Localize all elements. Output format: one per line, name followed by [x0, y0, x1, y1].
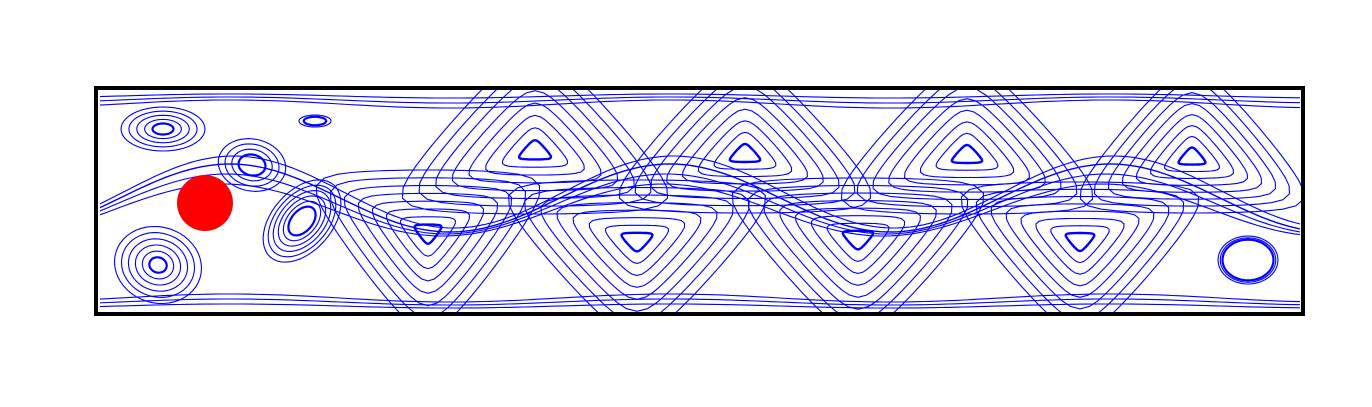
lower-vortex-4-loop-3 [1020, 210, 1140, 287]
upper-vortex-3-loop-4 [888, 98, 1046, 193]
lower-vortex-2-loop-6 [524, 186, 750, 314]
lower-vortex-5-loop-1 [1219, 237, 1277, 283]
upper-vortex-2-loop-2 [697, 120, 793, 178]
lower-vortex-2-loop-1 [604, 224, 670, 264]
lower-vortex-1-loop-5 [343, 185, 513, 307]
lower-vortex-4-loop-2 [1035, 217, 1125, 275]
upper-vortex-4-loop-2 [1150, 125, 1234, 179]
upper-vortex-1-loop-5 [435, 89, 635, 199]
upper-vortex-2-loop-3 [682, 108, 808, 185]
top-wall-line-1 [99, 93, 1301, 99]
lower-vortex-2-loop-0 [620, 231, 654, 253]
lower-vortex-5-loop-0 [1221, 238, 1275, 282]
upper-corner-vortex-loop-2 [136, 114, 190, 144]
bottom-wall-line-1 [99, 303, 1301, 309]
shed-vortex-loop-3 [272, 190, 332, 252]
lower-vortex-2-loop-3 [572, 209, 702, 288]
separatrix-2 [99, 173, 1301, 235]
upper-vortex-1-loop-7 [401, 89, 669, 215]
shed-vortex-loop-5 [262, 179, 342, 263]
lower-vortex-3-loop-7 [731, 177, 985, 314]
upper-vortex-4-loop-6 [1093, 89, 1291, 207]
lower-vortex-1-loop-1 [400, 216, 456, 257]
lower-vortex-4-loop-6 [975, 188, 1185, 314]
lower-vortex-4-loop-0 [1064, 231, 1096, 253]
upper-corner-vortex-loop-4 [120, 106, 206, 152]
lower-vortex-3-loop-1 [826, 222, 890, 262]
cylinder-upper-vortex-loop-3 [217, 138, 287, 192]
shed-vortex-loop-2 [277, 195, 327, 247]
lower-vortex-3-loop-6 [747, 184, 969, 314]
streamlines-group [99, 89, 1302, 314]
separatrix-1 [99, 163, 1301, 233]
upper-vortex-2-loop-5 [650, 89, 840, 199]
shed-vortex-loop-0 [287, 205, 317, 237]
lower-corner-vortex-loop-2 [134, 244, 182, 286]
separatrix-3 [99, 155, 1301, 229]
lower-vortex-1-loop-0 [413, 223, 443, 246]
lower-vortex-1-loop-2 [386, 208, 470, 270]
small-top-vortex-loop-0 [302, 115, 328, 127]
cylinder-upper-vortex-loop-2 [224, 143, 280, 187]
upper-vortex-3-loop-1 [935, 132, 999, 171]
bottom-wall-line-2 [99, 298, 1301, 306]
upper-vortex-4-loop-5 [1107, 92, 1277, 200]
lower-corner-vortex-loop-1 [141, 250, 175, 280]
upper-vortex-2-loop-4 [666, 97, 824, 192]
upper-vortex-1-loop-3 [468, 102, 602, 184]
lower-vortex-4-loop-4 [1005, 203, 1155, 298]
upper-vortex-3-loop-2 [919, 121, 1015, 179]
lower-vortex-1-loop-4 [357, 192, 499, 294]
lower-corner-vortex-loop-3 [127, 238, 189, 292]
lower-vortex-3-loop-4 [779, 200, 937, 298]
shed-vortex-loop-1 [282, 200, 322, 242]
upper-vortex-2-loop-1 [713, 131, 777, 170]
bottom-wall-line-3 [99, 293, 1301, 303]
lower-vortex-4-loop-7 [960, 181, 1200, 314]
upper-vortex-3-loop-5 [872, 89, 1062, 200]
lower-corner-vortex-loop-4 [120, 232, 196, 298]
upper-vortex-4-loop-3 [1135, 114, 1249, 186]
small-top-vortex-loop-1 [298, 114, 332, 128]
lower-vortex-1-loop-6 [329, 177, 527, 314]
upper-vortex-1-loop-0 [517, 138, 553, 161]
lower-vortex-1-loop-3 [371, 200, 485, 282]
upper-vortex-3-loop-0 [950, 143, 984, 165]
shed-vortex-loop-4 [267, 184, 337, 258]
separatrix-4 [99, 183, 1301, 237]
lower-vortex-3-loop-5 [763, 192, 953, 310]
lower-vortex-3-loop-2 [810, 215, 906, 274]
lower-vortex-5-loop-2 [1217, 235, 1279, 285]
upper-vortex-4-loop-0 [1177, 146, 1207, 166]
upper-vortex-3-loop-7 [840, 89, 1094, 215]
cylinder-obstacle [177, 175, 233, 231]
upper-corner-vortex-loop-1 [144, 118, 182, 140]
lower-corner-vortex-loop-0 [148, 256, 168, 274]
cylinder-upper-vortex-loop-0 [237, 153, 267, 177]
lower-vortex-3-loop-3 [795, 207, 921, 286]
top-wall-line-3 [99, 99, 1301, 109]
upper-vortex-3-loop-6 [856, 89, 1078, 208]
lower-corner-vortex-loop-5 [113, 225, 203, 305]
upper-vortex-1-loop-1 [501, 127, 569, 168]
lower-vortex-2-loop-7 [508, 179, 766, 314]
upper-corner-vortex-loop-0 [151, 122, 175, 136]
upper-vortex-4-loop-1 [1164, 135, 1220, 173]
lower-vortex-4-loop-1 [1050, 225, 1110, 264]
channel-wall [94, 86, 1305, 316]
upper-vortex-1-loop-4 [451, 90, 619, 192]
cylinder-upper-vortex-loop-1 [231, 148, 273, 182]
upper-corner-vortex-loop-3 [128, 110, 198, 148]
top-wall-line-2 [99, 96, 1301, 104]
lower-vortex-2-loop-5 [540, 194, 734, 312]
upper-vortex-1-loop-2 [485, 114, 585, 176]
lower-vortex-2-loop-2 [588, 217, 686, 276]
upper-vortex-2-loop-0 [728, 142, 762, 164]
